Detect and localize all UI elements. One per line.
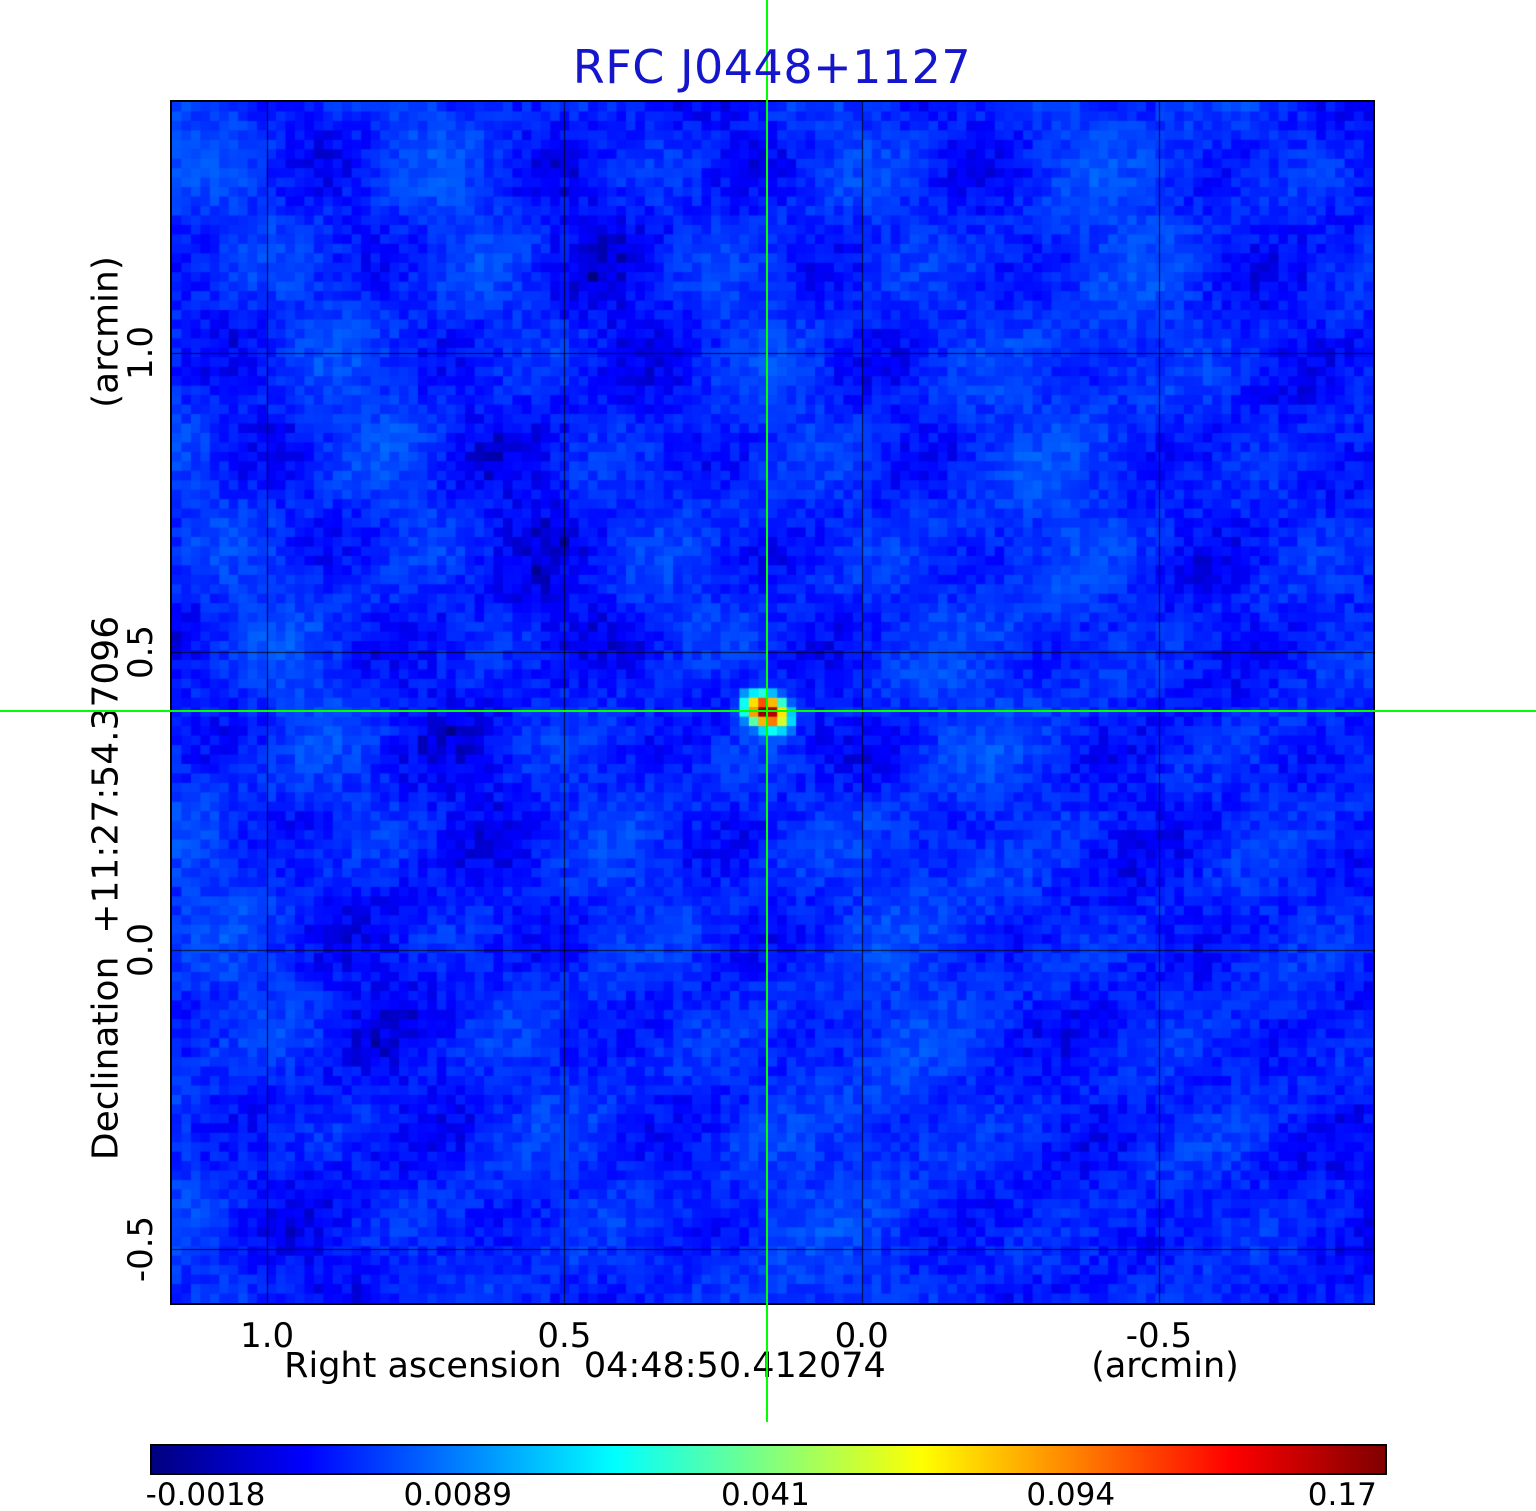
x-tick-label: 0.0 <box>834 1316 889 1356</box>
y-tick-label: 0.5 <box>121 624 161 679</box>
colorbar-tick-label: 0.094 <box>1026 1477 1116 1511</box>
y-tick-label: 1.0 <box>121 325 161 380</box>
colorbar-tick-label: -0.0018 <box>145 1477 266 1511</box>
x-tick-label: 1.0 <box>240 1316 295 1356</box>
colorbar-tick-label: 0.17 <box>1307 1477 1377 1511</box>
colorbar-tick-label: 0.0089 <box>403 1477 512 1511</box>
colorbar-tick-label: 0.041 <box>721 1477 810 1511</box>
y-tick-label: -0.5 <box>121 1216 161 1283</box>
y-axis-title: Declination +11:27:54.37096 <box>85 615 127 1161</box>
x-axis-title: Right ascension 04:48:50.412074 <box>284 1346 886 1386</box>
plot-title: RFC J0448+1127 <box>572 40 972 94</box>
x-axis-unit-label: (arcmin) <box>1091 1346 1239 1386</box>
sky-map <box>170 100 1375 1305</box>
y-tick-label: 0.0 <box>121 923 161 978</box>
x-tick-label: 0.5 <box>537 1316 592 1356</box>
colorbar <box>150 1444 1387 1475</box>
x-tick-label: -0.5 <box>1125 1316 1193 1356</box>
colorbar-gradient <box>152 1446 1385 1473</box>
crosshair-horizontal-line <box>0 710 1536 712</box>
sky-map-canvas <box>172 102 1373 1303</box>
